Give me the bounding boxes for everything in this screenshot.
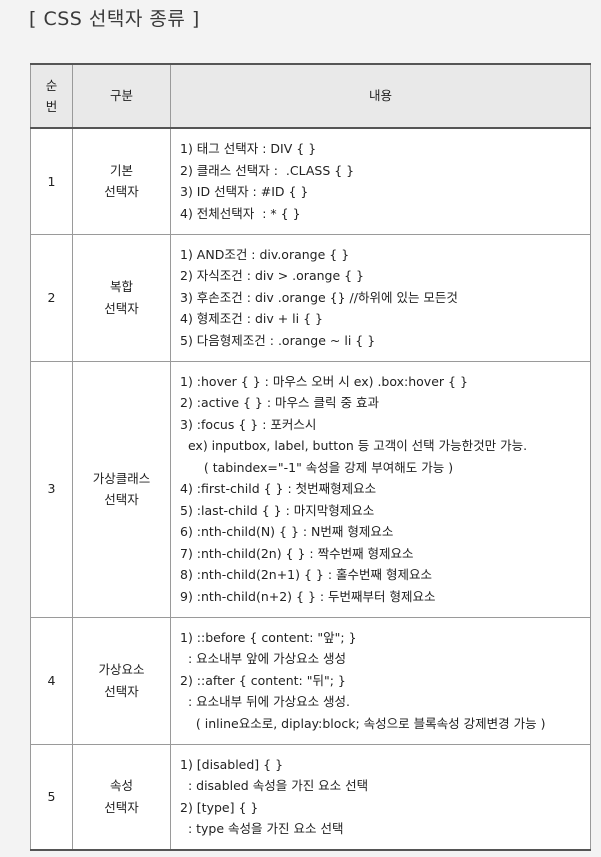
header-number-line: 번 (45, 99, 58, 114)
category-line: 선택자 (104, 184, 139, 200)
content-line: 3) 후손조건 : div .orange {} //하위에 있는 모든것 (180, 289, 458, 305)
category-line: 선택자 (104, 683, 139, 699)
row-content: 1) AND조건 : div.orange { } 2) 자식조건 : div … (170, 234, 591, 362)
content-line: 4) :first-child { } : 첫번째형제요소 (180, 481, 377, 497)
content-line: 1) 태그 선택자 : DIV { } (180, 141, 317, 157)
row-number: 4 (30, 617, 73, 745)
row-number: 5 (30, 744, 73, 851)
row-category: 복합 선택자 (72, 234, 171, 362)
content-line: 3) ID 선택자 : #ID { } (180, 184, 309, 200)
category-line: 기본 (109, 162, 133, 178)
content-line: 1) ::before { content: "앞"; } (180, 629, 357, 645)
content-line: 6) :nth-child(N) { } : N번째 형제요소 (180, 524, 394, 540)
category-line: 선택자 (104, 300, 139, 316)
table-row: 4 가상요소 선택자 1) ::before { content: "앞"; }… (30, 617, 591, 745)
row-category: 가상요소 선택자 (72, 617, 171, 745)
row-category: 기본 선택자 (72, 128, 171, 235)
content-line: ( tabindex="-1" 속성을 강제 부여해도 가능 ) (180, 459, 454, 475)
table-row: 2 복합 선택자 1) AND조건 : div.orange { } 2) 자식… (30, 234, 591, 362)
row-number: 2 (30, 234, 73, 362)
category-line: 가상요소 (98, 662, 145, 677)
table-row: 1 기본 선택자 1) 태그 선택자 : DIV { } 2) 클래스 선택자 … (30, 128, 591, 235)
content-line: 2) [type] { } (180, 799, 259, 815)
header-number-line: 순 (45, 77, 58, 93)
content-line: 1) AND조건 : div.orange { } (180, 246, 350, 262)
category-line: 복합 (109, 279, 133, 294)
content-line: 5) 다음형제조건 : .orange ~ li { } (180, 332, 376, 348)
content-line: 2) ::after { content: "뒤"; } (180, 672, 346, 688)
content-line: ex) inputbox, label, button 등 고객이 선택 가능한… (180, 438, 528, 454)
content-line: 1) :hover { } : 마우스 오버 시 ex) .box:hover … (180, 373, 468, 389)
content-line: : 요소내부 앞에 가상요소 생성 (180, 651, 347, 667)
category-line: 선택자 (104, 799, 139, 815)
header-content: 내용 (170, 64, 591, 129)
header-category: 구분 (72, 64, 171, 129)
page-title: [ CSS 선택자 종류 ] (29, 8, 200, 30)
content-line: 2) :active { } : 마우스 클릭 중 효과 (180, 395, 379, 411)
content-line: 4) 형제조건 : div + li { } (180, 311, 323, 327)
content-line: : disabled 속성을 가진 요소 선택 (180, 778, 369, 794)
content-line: 2) 자식조건 : div > .orange { } (180, 268, 365, 284)
row-content: 1) [disabled] { } : disabled 속성을 가진 요소 선… (170, 744, 591, 851)
content-line: 8) :nth-child(2n+1) { } : 홀수번째 형제요소 (180, 567, 432, 583)
row-category: 속성 선택자 (72, 744, 171, 851)
row-number: 1 (30, 128, 73, 235)
row-content: 1) ::before { content: "앞"; } : 요소내부 앞에 … (170, 617, 591, 745)
css-selector-table: 순 번 구분 내용 1 기본 선택자 1) 태그 선택자 : DIV { } 2… (30, 63, 591, 851)
content-line: 7) :nth-child(2n) { } : 짝수번째 형제요소 (180, 545, 414, 561)
content-line: 9) :nth-child(n+2) { } : 두번째부터 형제요소 (180, 588, 436, 604)
header-number: 순 번 (30, 64, 73, 129)
category-line: 선택자 (104, 492, 139, 507)
table-row: 5 속성 선택자 1) [disabled] { } : disabled 속성… (30, 744, 591, 851)
content-line: 3) :focus { } : 포커스시 (180, 416, 317, 432)
content-line: : 요소내부 뒤에 가상요소 생성. (180, 694, 351, 710)
row-content: 1) :hover { } : 마우스 오버 시 ex) .box:hover … (170, 361, 591, 618)
category-line: 속성 (109, 778, 133, 794)
row-number: 3 (30, 361, 73, 618)
table-row: 3 가상클래스 선택자 1) :hover { } : 마우스 오버 시 ex)… (30, 361, 591, 618)
content-line: 4) 전체선택자 : * { } (180, 205, 301, 221)
table-header-row: 순 번 구분 내용 (30, 64, 591, 129)
category-line: 가상클래스 (92, 470, 151, 486)
row-content: 1) 태그 선택자 : DIV { } 2) 클래스 선택자 : .CLASS … (170, 128, 591, 235)
content-line: ( inline요소로, diplay:block; 속성으로 블록속성 강제변… (180, 715, 546, 731)
content-line: 1) [disabled] { } (180, 756, 284, 772)
content-line: 5) :last-child { } : 마지막형제요소 (180, 502, 375, 518)
content-line: : type 속성을 가진 요소 선택 (180, 821, 344, 837)
content-line: 2) 클래스 선택자 : .CLASS { } (180, 162, 355, 178)
row-category: 가상클래스 선택자 (72, 361, 171, 618)
